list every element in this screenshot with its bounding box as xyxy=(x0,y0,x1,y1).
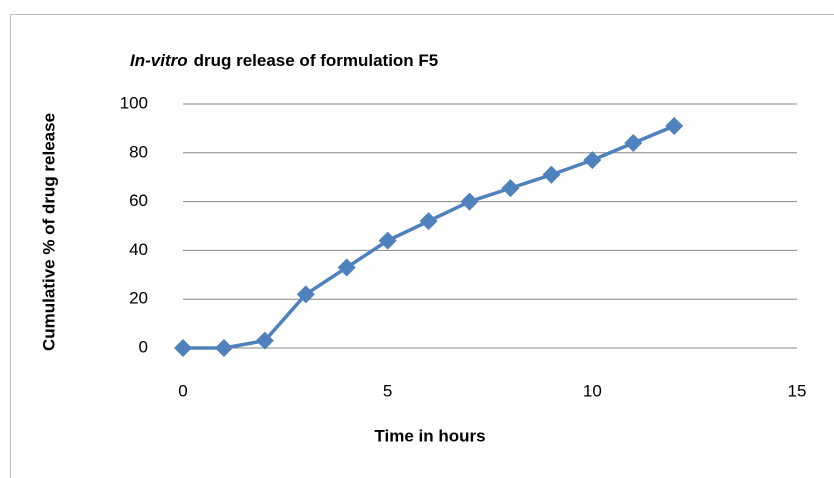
data-marker xyxy=(378,231,397,250)
y-tick-label: 80 xyxy=(129,142,148,161)
series-line xyxy=(183,124,675,350)
chart-frame xyxy=(10,14,834,478)
data-marker xyxy=(583,151,602,170)
x-tick-label: 5 xyxy=(383,381,392,400)
chart-title: In-vitro drug release of formulation F5 xyxy=(130,51,438,70)
y-tick-label: 60 xyxy=(129,191,148,210)
y-axis-title: Cumulative % of drug release xyxy=(39,113,58,351)
data-marker xyxy=(337,258,356,277)
data-marker xyxy=(255,331,274,350)
x-tick-label: 10 xyxy=(583,381,602,400)
data-marker xyxy=(174,339,192,357)
data-marker xyxy=(460,192,479,211)
data-marker xyxy=(624,134,643,153)
x-tick-label: 15 xyxy=(788,381,807,400)
title-italic: In-vitro xyxy=(130,51,188,70)
y-tick-label: 20 xyxy=(129,289,148,308)
data-marker xyxy=(419,212,438,231)
y-tick-label: 40 xyxy=(129,240,148,259)
x-axis-title: Time in hours xyxy=(374,426,485,445)
title-rest: drug release of formulation F5 xyxy=(194,51,439,70)
x-tick-label: 0 xyxy=(178,381,187,400)
data-marker xyxy=(665,116,684,135)
data-marker xyxy=(501,179,520,198)
data-marker xyxy=(542,165,561,184)
data-marker xyxy=(296,285,315,304)
data-marker xyxy=(214,339,233,357)
y-tick-label: 0 xyxy=(139,337,148,356)
y-tick-label: 100 xyxy=(120,93,148,112)
